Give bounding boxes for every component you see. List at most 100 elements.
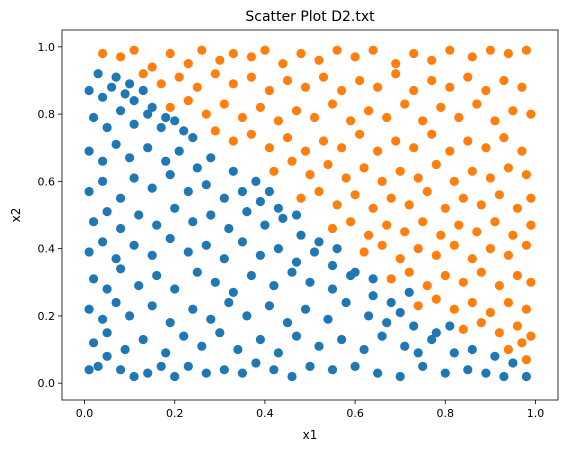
scatter-point [296,193,306,203]
scatter-point [404,287,414,297]
scatter-point [467,166,477,176]
scatter-point [228,287,238,297]
y-tick-label: 0.4 [38,243,56,256]
scatter-point [481,85,491,96]
scatter-point [521,371,532,382]
scatter-point [161,156,171,166]
scatter-point [368,45,378,55]
scatter-point [116,365,126,375]
scatter-point [494,190,504,200]
scatter-point [93,361,103,371]
scatter-point [458,277,468,287]
scatter-point [413,173,423,183]
scatter-point [490,217,500,227]
scatter-point [264,143,274,153]
scatter-point [188,133,198,143]
scatter-point [449,348,459,358]
scatter-point [255,102,265,112]
scatter-point [143,109,153,119]
scatter-point [264,301,274,311]
scatter-point [246,270,256,281]
scatter-point [129,119,139,129]
scatter-point [521,170,532,180]
scatter-point [111,139,121,149]
y-tick-label: 0.6 [38,175,56,188]
scatter-point [373,146,383,156]
scatter-point [273,348,283,358]
scatter-point [98,48,108,59]
scatter-point [170,371,180,382]
scatter-point [93,69,103,79]
scatter-point [341,173,351,183]
scatter-point [449,176,459,186]
scatter-point [431,250,441,260]
scatter-point [395,371,405,382]
scatter-point [454,220,464,230]
scatter-point [129,240,139,250]
scatter-point [440,203,450,213]
scatter-point [422,186,432,197]
scatter-point [134,210,144,220]
scatter-point [499,371,509,382]
scatter-point [188,304,198,314]
scatter-point [237,112,247,123]
scatter-point [242,207,252,217]
scatter-point [219,254,229,264]
scatter-point [255,334,265,345]
scatter-point [309,247,320,257]
scatter-point [332,200,342,210]
scatter-point [84,365,94,375]
scatter-point [237,237,247,247]
scatter-point [98,92,108,102]
scatter-point [445,321,455,331]
scatter-point [120,344,130,355]
scatter-point [440,270,450,281]
scatter-point [476,200,486,210]
scatter-point [503,297,513,308]
scatter-point [341,297,351,308]
scatter-point [264,85,274,96]
scatter-point [508,358,518,368]
scatter-point [228,79,238,89]
x-axis-ticks: 0.0 0.2 0.4 0.6 0.8 1.0 [76,400,544,420]
scatter-point [156,79,166,89]
scatter-point [409,143,419,153]
scatter-point [183,186,193,197]
scatter-point [192,82,202,92]
x-tick-label: 0.0 [76,407,94,420]
y-tick-label: 0.0 [38,377,56,390]
scatter-point [147,250,157,260]
scatter-point [273,244,283,254]
scatter-point [296,230,306,240]
scatter-point [269,281,279,291]
scatter-point [526,277,536,287]
scatter-point [116,106,126,116]
scatter-point [508,106,518,116]
scatter-point [255,196,265,207]
scatter-point [463,136,473,146]
scatter-point [170,284,180,294]
scatter-point [409,85,419,96]
scatter-point [467,344,477,355]
scatter-point [418,217,428,227]
scatter-point [179,331,189,341]
scatter-point [445,146,455,156]
scatter-point [269,166,279,176]
scatter-point [89,338,99,348]
scatter-point [377,331,387,341]
scatter-point [89,112,99,123]
scatter-point [323,159,333,170]
scatter-point [246,129,256,139]
scatter-point [350,267,360,277]
scatter-point [359,247,369,257]
scatter-point [472,227,482,237]
scatter-point [404,200,414,210]
scatter-point [291,210,302,220]
scatter-point [98,237,108,247]
scatter-point [282,318,293,328]
scatter-point [138,85,148,96]
scatter-point [314,341,324,351]
scatter-point [431,294,441,304]
scatter-point [413,348,423,358]
scatter-point [98,314,108,324]
